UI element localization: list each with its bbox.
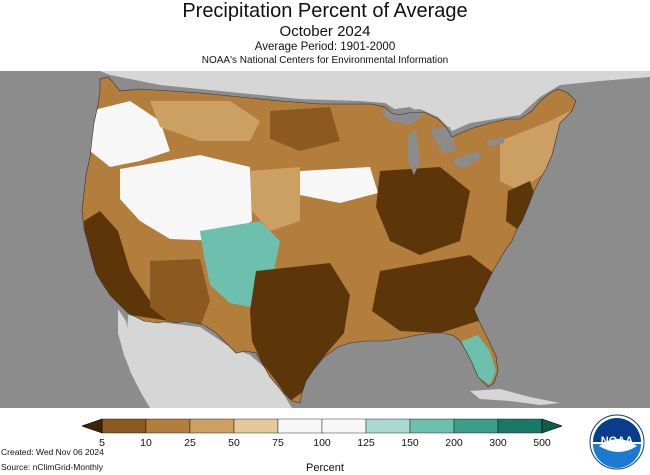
- colorbar-tick-label: 150: [401, 437, 419, 449]
- created-date: Created: Wed Nov 06 2024: [1, 447, 104, 457]
- baja-peninsula: [118, 309, 140, 381]
- colorbar-tick-label: 10: [140, 437, 152, 449]
- colorbar-tick-label: 5: [99, 437, 105, 449]
- colorbar-segments: [101, 418, 543, 434]
- colorbar-segment: [145, 418, 191, 434]
- colorbar-segment: [409, 418, 455, 434]
- mexico-land: [126, 315, 292, 408]
- conus-outline: [81, 76, 577, 404]
- colorbar-tick-label: 500: [533, 437, 551, 449]
- organization-name: NOAA's National Centers for Environmenta…: [201, 55, 449, 66]
- colorbar-tick-label: 200: [445, 437, 463, 449]
- legend-title: Percent: [306, 462, 344, 474]
- lake-michigan: [408, 129, 420, 175]
- california-very-dry: [84, 211, 170, 321]
- central-plains-normal: [300, 167, 378, 203]
- lake-ontario: [486, 137, 504, 147]
- lake-erie: [452, 151, 482, 169]
- new-england-slight-dry: [500, 111, 570, 191]
- pacific-northwest-normal: [90, 101, 170, 167]
- colorbar-over-arrow: [541, 418, 562, 434]
- colorbar-tick-label: 100: [313, 437, 331, 449]
- colorbar-segment: [233, 418, 279, 434]
- canada-land: [0, 71, 650, 131]
- north-dakota-dry: [270, 107, 340, 151]
- colorbar-segment: [365, 418, 411, 434]
- noaa-logo-text: NOAA: [601, 435, 633, 447]
- colorbar-segment: [497, 418, 543, 434]
- data-source: Source: nClimGrid-Monthly: [1, 462, 104, 472]
- colorbar-segment: [101, 418, 147, 434]
- texas-very-dry: [250, 263, 350, 401]
- colorbar-tick-label: 125: [357, 437, 375, 449]
- southeast-very-dry: [372, 255, 500, 333]
- northern-rockies-dry: [150, 101, 260, 141]
- colorbar-tick-label: 50: [228, 437, 240, 449]
- cuba-land: [470, 389, 560, 405]
- precipitation-map: [0, 71, 650, 408]
- colorbar-tick-label: 75: [272, 437, 284, 449]
- colorbar-segment: [453, 418, 499, 434]
- colorbar-segment: [189, 418, 235, 434]
- florida-wet: [462, 335, 496, 385]
- colorbar: [82, 418, 562, 434]
- high-plains-slight-dry: [250, 167, 300, 231]
- noaa-logo-icon: NOAA: [589, 414, 645, 470]
- great-basin-normal: [120, 155, 252, 241]
- map-subtitle: October 2024: [279, 23, 371, 40]
- arizona-dry: [150, 259, 210, 327]
- colorbar-under-arrow: [82, 418, 103, 434]
- midwest-very-dry: [376, 167, 470, 255]
- average-period: Average Period: 1901-2000: [254, 41, 396, 53]
- colorbar-tick-label: 25: [184, 437, 196, 449]
- lake-superior: [380, 107, 424, 125]
- colorbar-segment: [321, 418, 367, 434]
- lake-huron: [430, 127, 456, 153]
- map-title: Precipitation Percent of Average: [182, 0, 468, 22]
- colorbar-segment: [277, 418, 323, 434]
- colorbar-tick-label: 300: [489, 437, 507, 449]
